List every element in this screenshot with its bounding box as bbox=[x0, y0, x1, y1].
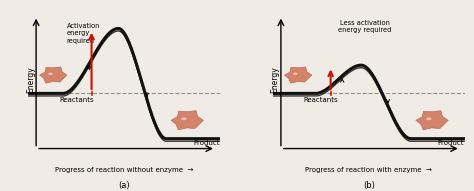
Ellipse shape bbox=[426, 117, 432, 120]
Text: Product: Product bbox=[438, 140, 464, 146]
Text: (b): (b) bbox=[363, 181, 375, 190]
Text: Progress of reaction without enzyme  →: Progress of reaction without enzyme → bbox=[55, 167, 193, 173]
Polygon shape bbox=[171, 111, 203, 130]
Text: Energy: Energy bbox=[26, 66, 35, 93]
Ellipse shape bbox=[293, 73, 298, 75]
Polygon shape bbox=[416, 111, 448, 130]
Text: Reactants: Reactants bbox=[304, 97, 338, 103]
Text: Progress of reaction with enzyme  →: Progress of reaction with enzyme → bbox=[305, 167, 432, 173]
Text: (a): (a) bbox=[118, 181, 130, 190]
Text: Activation
energy
required: Activation energy required bbox=[67, 23, 100, 44]
Ellipse shape bbox=[48, 73, 53, 75]
Text: Reactants: Reactants bbox=[59, 97, 94, 103]
Ellipse shape bbox=[181, 117, 187, 120]
Text: Energy: Energy bbox=[271, 66, 280, 93]
Polygon shape bbox=[284, 67, 312, 83]
Text: Product: Product bbox=[193, 140, 219, 146]
Polygon shape bbox=[40, 67, 67, 83]
Text: Less activation
energy required: Less activation energy required bbox=[338, 20, 392, 33]
